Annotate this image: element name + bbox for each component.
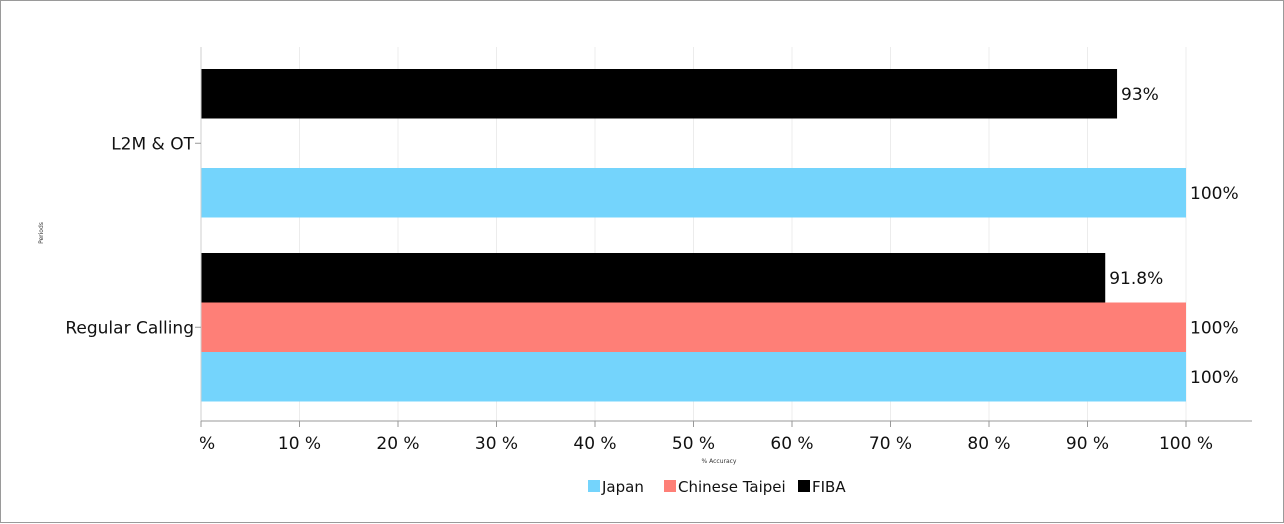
- x-tick-label: 50 %: [672, 434, 715, 454]
- data-label-japan-l2m-ot: 100%: [1190, 184, 1239, 204]
- data-label-japan-regular-calling: 100%: [1190, 368, 1239, 388]
- x-tick-label: 100 %: [1159, 434, 1213, 454]
- legend-swatch-japan: [588, 480, 600, 492]
- category-label-regular-calling: Regular Calling: [65, 318, 194, 338]
- legend-label-fiba: FIBA: [812, 478, 846, 496]
- x-tick-label: 90 %: [1066, 434, 1109, 454]
- data-label-fiba-l2m-ot: 93%: [1121, 85, 1159, 105]
- legend-swatch-fiba: [798, 480, 810, 492]
- bar-fiba-regular-calling: [201, 253, 1106, 303]
- x-tick-label: %: [199, 434, 215, 454]
- y-axis-title: Periods: [38, 222, 45, 244]
- data-label-fiba-regular-calling: 91.8%: [1109, 269, 1163, 289]
- x-tick-label: 10 %: [278, 434, 321, 454]
- x-axis-title: % Accuracy: [701, 458, 736, 465]
- x-tick-label: 30 %: [475, 434, 518, 454]
- bar-japan-regular-calling: [201, 352, 1186, 402]
- bar-fiba-l2m-ot: [201, 69, 1118, 119]
- x-tick-label: 70 %: [869, 434, 912, 454]
- legend-label-japan: Japan: [601, 478, 644, 496]
- bars: [201, 69, 1186, 402]
- x-tick-label: 60 %: [770, 434, 813, 454]
- x-tick-label: 40 %: [573, 434, 616, 454]
- category-label-l2m-ot: L2M & OT: [111, 134, 194, 154]
- labels: 93% 100% 91.8% 100% 100% L2M & OT Regular Call…: [38, 85, 1239, 465]
- x-tick-label: 80 %: [967, 434, 1010, 454]
- bar-chinese-taipei-regular-calling: [201, 302, 1186, 352]
- axes: [195, 47, 1252, 427]
- legend-swatch-chinese-taipei: [664, 480, 676, 492]
- legend-label-chinese-taipei: Chinese Taipei: [678, 478, 786, 496]
- legend: Japan Chinese Taipei FIBA: [588, 478, 846, 496]
- x-tick-label: 20 %: [376, 434, 419, 454]
- data-label-chinese-taipei-regular-calling: 100%: [1190, 318, 1239, 338]
- bar-japan-l2m-ot: [201, 168, 1186, 218]
